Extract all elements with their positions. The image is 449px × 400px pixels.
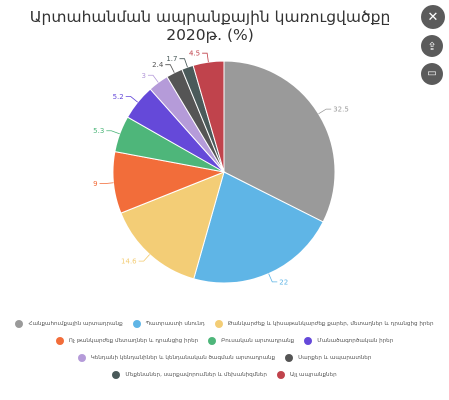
legend-row: Մեքենաներ, սարքավորումներ և մեխանիզմներ …	[0, 371, 449, 379]
legend-item[interactable]: Բուսական արտադրանք	[208, 337, 294, 345]
legend-swatch-icon	[276, 371, 285, 379]
legend-row: Կենդանի կենդանիներ և կենդանական ծագման ա…	[0, 354, 449, 362]
pie-leader-line	[202, 52, 209, 63]
legend-label: Այլ ապրանքներ	[289, 372, 337, 378]
legend-row: Հանքահումքային արտադրանք Պատրաստի սնունդ…	[0, 320, 449, 328]
pie-leader-line	[125, 96, 138, 103]
legend-swatch-icon	[77, 354, 86, 362]
pie-data-label: 5.3	[93, 127, 104, 135]
legend-item[interactable]: Մանածագործական իրեր	[304, 337, 393, 345]
pie-data-label: 1.7	[166, 55, 177, 63]
pie-data-label: 9	[93, 180, 97, 188]
legend-swatch-icon	[112, 371, 121, 379]
pie-data-label: 3	[142, 72, 146, 80]
pie-leader-line	[147, 74, 159, 83]
legend-item[interactable]: Ոչ թանկարժեք մետաղներ և դրանցից իրեր	[55, 337, 199, 345]
legend-swatch-icon	[285, 354, 294, 362]
legend-item[interactable]: Պատրաստի սնունդ	[132, 320, 205, 328]
pie-data-label: 2.4	[152, 61, 164, 69]
pie-slice[interactable]	[120, 171, 225, 280]
pie-leader-line	[99, 182, 114, 185]
legend-label: Ոչ թանկարժեք մետաղներ և դրանցից իրեր	[68, 338, 199, 344]
share-button[interactable]: ⇪	[421, 35, 443, 57]
legend-label: Պատրաստի սնունդ	[145, 321, 205, 327]
pie-data-label: 22	[279, 278, 288, 286]
pie-slice[interactable]	[192, 60, 225, 173]
pie-leader-lines	[99, 52, 332, 283]
legend-item[interactable]: Մեքենաներ, սարքավորումներ և մեխանիզմներ	[112, 371, 267, 379]
close-icon: ✕	[427, 9, 439, 25]
pie-leader-line	[138, 254, 150, 262]
legend-label: Հանքահումքային արտադրանք	[28, 321, 123, 327]
legend-label: Մեքենաներ, սարքավորումներ և մեխանիզմներ	[125, 372, 267, 378]
legend-item[interactable]: Հանքահումքային արտադրանք	[15, 320, 123, 328]
pie-data-label: 32.5	[333, 106, 349, 114]
chart-toolbar: ✕ ⇪ ▭	[421, 5, 445, 91]
legend-item[interactable]: Կենդանի կենդանիներ և կենդանական ծագման ա…	[77, 354, 276, 362]
legend-label: Բուսական արտադրանք	[221, 338, 295, 344]
pie-slice[interactable]	[193, 171, 324, 284]
pie-data-label: 14.6	[121, 258, 137, 266]
chart-legend: Հանքահումքային արտադրանք Պատրաստի սնունդ…	[0, 320, 449, 388]
legend-swatch-icon	[132, 320, 141, 328]
pie-slices	[112, 60, 336, 284]
legend-swatch-icon	[214, 320, 223, 328]
legend-label: Թանկարժեք և կիսաթանկարժեք քարեր, մետաղնե…	[227, 321, 434, 327]
legend-row: Ոչ թանկարժեք մետաղներ և դրանցից իրեր Բու…	[0, 337, 449, 345]
legend-label: Կենդանի կենդանիներ և կենդանական ծագման ա…	[90, 355, 276, 361]
pie-leader-line	[268, 273, 278, 283]
pie-leader-line	[106, 130, 120, 135]
legend-swatch-icon	[15, 320, 24, 328]
legend-swatch-icon	[55, 337, 64, 345]
legend-swatch-icon	[304, 337, 313, 345]
legend-item[interactable]: Այլ ապրանքներ	[276, 371, 337, 379]
embed-button[interactable]: ▭	[421, 63, 443, 85]
legend-swatch-icon	[208, 337, 217, 345]
pie-chart: 32.5 22 14.6 9 5.3 5.2 3 2.41.7 4.5	[93, 50, 349, 287]
legend-label: Մանածագործական իրեր	[317, 338, 394, 344]
legend-item[interactable]: Թանկարժեք և կիսաթանկարժեք քարեր, մետաղնե…	[214, 320, 434, 328]
legend-label: Սարքեր և ապարատներ	[298, 355, 372, 361]
share-icon: ⇪	[427, 39, 437, 53]
pie-data-label: 5.2	[113, 93, 124, 101]
legend-item[interactable]: Սարքեր և ապարատներ	[285, 354, 371, 362]
embed-icon: ▭	[427, 68, 437, 79]
pie-leader-line	[179, 58, 188, 68]
pie-data-label: 4.5	[189, 50, 200, 58]
pie-leader-line	[165, 64, 175, 73]
pie-leader-line	[318, 108, 332, 115]
pie-data-labels: 32.5 22 14.6 9 5.3 5.2 3 2.41.7 4.5	[93, 50, 349, 287]
chart-title: Արտահանման ապրանքային կառուցվածքը 2020թ.…	[29, 8, 391, 44]
close-button[interactable]: ✕	[421, 5, 445, 29]
